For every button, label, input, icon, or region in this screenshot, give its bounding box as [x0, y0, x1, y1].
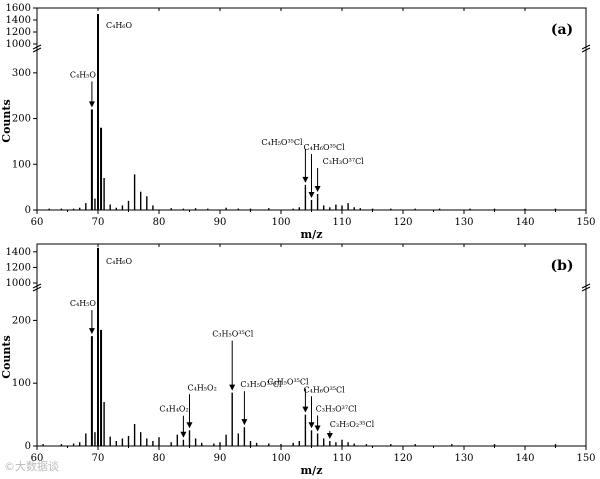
x-tick-label: 130 [454, 217, 473, 228]
annotation-arrowhead [180, 431, 187, 438]
x-tick-label: 100 [271, 453, 290, 464]
panel-label: (b) [550, 258, 573, 274]
y-tick-label: 1000 [6, 278, 31, 289]
peak-annotation: C₄H₅O³⁵Cl [261, 138, 303, 147]
peak-annotation: C₄H₆O³⁵Cl [304, 143, 346, 152]
watermark: ©大数据谈 [4, 460, 59, 473]
y-tick-label: 100 [12, 159, 31, 170]
x-tick-label: 60 [31, 453, 44, 464]
annotation-arrowhead [302, 176, 309, 183]
peak-annotation: C₃H₅O₂³⁵Cl [330, 420, 375, 429]
y-tick-label: 1200 [6, 262, 31, 273]
y-tick-label: 100 [12, 378, 31, 389]
peak-annotation: C₄H₄O₂ [159, 405, 188, 414]
y-tick-label: 1000 [6, 39, 31, 50]
peak-annotation: C₃H₅O³⁵Cl [212, 330, 254, 339]
x-tick-label: 90 [214, 453, 227, 464]
x-tick-label: 120 [393, 217, 412, 228]
y-axis-label: Counts [0, 99, 13, 142]
chart-panel-2: 60 70 80 90 100 110 120 130 140 150 0 100 200 1000 120… [0, 243, 596, 477]
axis-break-mark [581, 283, 591, 292]
x-tick-label: 110 [332, 453, 351, 464]
x-axis-label: m/z [301, 228, 323, 241]
annotation-arrowhead [308, 422, 315, 429]
annotation-arrowhead [326, 432, 333, 439]
y-tick-label: 0 [25, 441, 31, 452]
annotation-arrowhead [314, 425, 321, 432]
annotation-arrowhead [88, 328, 95, 335]
peak-annotation: C₄H₅O [70, 70, 97, 79]
x-tick-label: 90 [214, 217, 227, 228]
peak-annotation: C₄H₅O³⁵Cl [267, 378, 309, 387]
x-tick-label: 80 [153, 217, 166, 228]
chart-panel-1: 60 70 80 90 100 110 120 130 140 150 0 100 200 300 1000… [0, 3, 596, 241]
x-tick-label: 100 [271, 217, 290, 228]
panel-label: (a) [551, 22, 573, 38]
y-tick-label: 0 [25, 205, 31, 216]
peak-annotation: C₄H₅O [70, 299, 97, 308]
axis-break-mark [32, 44, 42, 53]
y-tick-label: 1600 [6, 3, 31, 14]
annotation-arrowhead [186, 422, 193, 429]
x-tick-label: 70 [92, 217, 105, 228]
x-tick-label: 60 [31, 217, 44, 228]
annotation-arrowhead [308, 191, 315, 198]
x-tick-label: 120 [393, 453, 412, 464]
peak-annotation: C₄H₆O [106, 257, 133, 266]
y-tick-label: 200 [12, 315, 31, 326]
annotation-arrowhead [302, 406, 309, 413]
x-tick-label: 110 [332, 217, 351, 228]
peak-annotation: C₃H₅O³⁷Cl [240, 380, 282, 389]
peak-annotation: C₄H₆O³⁵Cl [304, 385, 346, 394]
annotation-arrowhead [229, 384, 236, 391]
axis-break-mark [581, 44, 591, 53]
x-tick-label: 140 [515, 217, 534, 228]
x-tick-label: 80 [153, 453, 166, 464]
x-tick-label: 140 [515, 453, 534, 464]
y-tick-label: 1400 [6, 15, 31, 26]
x-tick-label: 70 [92, 453, 105, 464]
annotation-arrowhead [88, 101, 95, 108]
annotation-arrowhead [314, 186, 321, 192]
peak-annotation: C₃H₃O³⁷Cl [316, 404, 358, 413]
peak-annotation: C₄H₆O [106, 21, 133, 30]
peak-annotation: C₃H₃O³⁷Cl [323, 157, 365, 166]
annotation-arrowhead [241, 419, 248, 426]
axis-break-mark [32, 283, 42, 292]
peak-annotation: C₄H₅O₂ [188, 383, 217, 392]
x-tick-label: 150 [576, 453, 595, 464]
x-axis-label: m/z [301, 464, 323, 477]
y-tick-label: 200 [12, 114, 31, 125]
y-tick-label: 1400 [6, 247, 31, 258]
y-axis-label: Counts [0, 335, 13, 378]
x-tick-label: 130 [454, 453, 473, 464]
y-tick-label: 300 [12, 68, 31, 79]
x-tick-label: 150 [576, 217, 595, 228]
y-tick-label: 1200 [6, 27, 31, 38]
